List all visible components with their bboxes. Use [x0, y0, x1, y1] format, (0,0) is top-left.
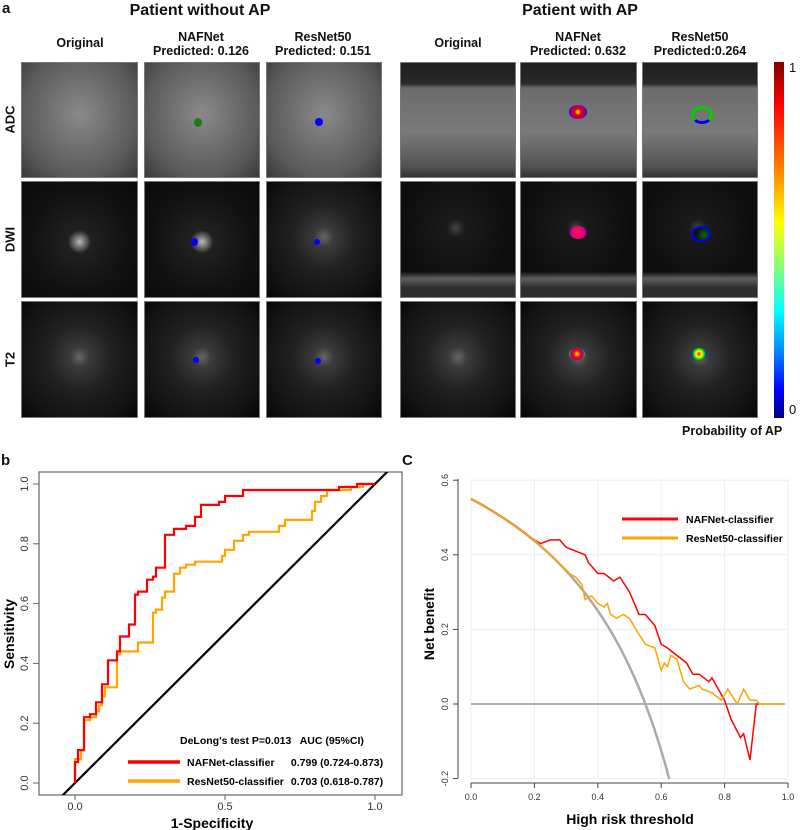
roc-x-tick-label: 0.5 [217, 801, 232, 813]
heatmap-overlay [193, 357, 199, 363]
mri-adc-nafnet-with-ap [520, 62, 637, 178]
row-label-t2: T2 [2, 351, 18, 368]
mri-t2-nafnet-with-ap [520, 301, 637, 418]
mri-adc-resnet-with-ap [642, 62, 758, 178]
row-label-dwi: DWI [2, 226, 18, 253]
dca-x-tick-label: 0.8 [718, 792, 731, 802]
dca-y-tick-label: -0.2 [440, 771, 450, 787]
dca-x-tick-label: 0.2 [528, 792, 541, 802]
roc-plot-frame [38, 471, 403, 796]
row-label-adc: ADC [2, 105, 18, 134]
panel-label-a: a [2, 0, 11, 17]
mri-adc-original-with-ap [400, 62, 516, 178]
column-title-line1: ResNet50 [671, 30, 729, 44]
column-title: Original [15, 36, 145, 50]
dca-y-tick-label: 0.0 [440, 698, 450, 711]
heatmap-overlay [191, 238, 198, 246]
column-title-line1: ResNet50 [294, 30, 352, 44]
mri-t2-nafnet-without-ap [144, 301, 260, 418]
roc-reference-diagonal [61, 472, 389, 795]
column-title-line1: NAFNet [555, 30, 601, 44]
dca-treat-all-curve [470, 497, 671, 779]
roc-y-tick-label: 0.0 [19, 775, 31, 790]
heatmap-overlay [314, 239, 320, 245]
probability-colorbar [774, 62, 784, 418]
mri-adc-original-without-ap [21, 62, 138, 178]
roc-ylabel: Sensitivity [1, 599, 17, 669]
roc-legend-auc-nafnet: 0.799 (0.724-0.873) [291, 757, 383, 769]
column-title-line2: Predicted:0.264 [653, 44, 747, 58]
mri-t2-original-without-ap [21, 301, 138, 418]
colorbar-title: Probability of AP [682, 424, 783, 438]
dca-xlabel: High risk threshold [566, 811, 694, 827]
roc-x-tick-label: 1.0 [367, 801, 382, 813]
mri-dwi-resnet-with-ap [642, 181, 758, 298]
roc-y-tick-label: 0.6 [19, 596, 31, 611]
dca-x-tick-label: 0.4 [592, 792, 605, 802]
roc-y-tick-label: 0.8 [19, 536, 31, 551]
mri-dwi-nafnet-with-ap [520, 181, 637, 298]
mri-adc-nafnet-without-ap [144, 62, 260, 178]
roc-y-tick-label: 0.2 [19, 716, 31, 731]
roc-chart: 0.0 0.5 1.0 0.0 0.2 0.4 0.6 0.8 1.0 1-Specificit… [1, 471, 403, 830]
heatmap-overlay [569, 226, 587, 239]
dca-legend-label-nafnet: NAFNet-classifier [686, 514, 774, 526]
roc-legend-auc-resnet: 0.703 (0.618-0.787) [291, 776, 383, 788]
roc-legend-header: DeLong's test P=0.013 AUC (95%CI) [180, 735, 364, 747]
mri-dwi-resnet-without-ap [266, 181, 382, 298]
column-title-line1: Original [434, 36, 482, 50]
mri-t2-resnet-with-ap [642, 301, 758, 418]
roc-y-tick-label: 1.0 [19, 476, 31, 491]
colorbar-max-label: 1 [789, 60, 797, 75]
dca-x-tick-label: 0.6 [655, 792, 668, 802]
dca-curve-nafnet-classifier [470, 498, 760, 761]
heatmap-overlay [569, 105, 587, 119]
column-title: NAFNet Predicted: 0.632 [513, 30, 643, 58]
roc-legend-label-nafnet: NAFNet-classifier [187, 757, 275, 769]
roc-curve-nafnet-classifier [73, 482, 375, 783]
heatmap-overlay [691, 106, 713, 124]
dca-curve-resnet50-classifier [470, 498, 785, 706]
mri-adc-resnet-without-ap [266, 62, 382, 178]
column-title-line1: NAFNet [178, 30, 224, 44]
dca-y-tick-label: 0.6 [440, 474, 450, 487]
dca-x-tick-label: 1.0 [782, 792, 795, 802]
mri-t2-original-with-ap [400, 301, 516, 418]
panel-label-c: C [402, 452, 413, 469]
column-title: Original [393, 36, 523, 50]
dca-y-tick-label: 0.4 [440, 549, 450, 562]
heatmap-overlay [315, 358, 321, 364]
roc-xlabel: 1-Specificity [171, 815, 254, 830]
mri-dwi-original-with-ap [400, 181, 516, 298]
roc-y-tick-label: 0.4 [19, 656, 31, 671]
column-title-line1: Original [56, 36, 104, 50]
colorbar-min-label: 0 [789, 402, 797, 417]
heatmap-overlay [691, 226, 711, 242]
charts-svg: 0.0 0.5 1.0 0.0 0.2 0.4 0.6 0.8 1.0 1-Specificit… [1, 471, 794, 830]
mri-dwi-original-without-ap [21, 181, 138, 298]
column-title: ResNet50 Predicted: 0.151 [258, 30, 388, 58]
panel-label-b: b [1, 452, 11, 469]
column-title-line2: Predicted: 0.632 [530, 44, 626, 58]
column-title-line2: Predicted: 0.151 [275, 44, 371, 58]
dca-legend-label-resnet: ResNet50-classifier [686, 533, 783, 545]
heatmap-overlay [315, 118, 323, 126]
column-title-line2: Predicted: 0.126 [153, 44, 249, 58]
dca-ylabel: Net benefit [421, 587, 437, 660]
mri-dwi-nafnet-without-ap [144, 181, 260, 298]
roc-curve-resnet50-classifier [73, 482, 375, 783]
roc-x-tick-label: 0.0 [67, 801, 82, 813]
dca-x-tick-label: 0.0 [465, 792, 478, 802]
group-title-with-ap: Patient with AP [522, 2, 638, 19]
dca-chart: 0.0 0.2 0.4 0.6 0.8 1.0 -0.2 0.0 0.2 0.4 0.6 High … [421, 474, 794, 827]
heatmap-overlay [691, 348, 707, 360]
column-title: NAFNet Predicted: 0.126 [136, 30, 266, 58]
heatmap-overlay [194, 118, 202, 127]
group-title-without-ap: Patient without AP [129, 2, 271, 19]
mri-t2-resnet-without-ap [266, 301, 382, 418]
heatmap-overlay [569, 348, 585, 360]
roc-legend-label-resnet: ResNet50-classifier [187, 776, 284, 788]
dca-y-tick-label: 0.2 [440, 623, 450, 636]
column-title: ResNet50 Predicted:0.264 [635, 30, 765, 58]
